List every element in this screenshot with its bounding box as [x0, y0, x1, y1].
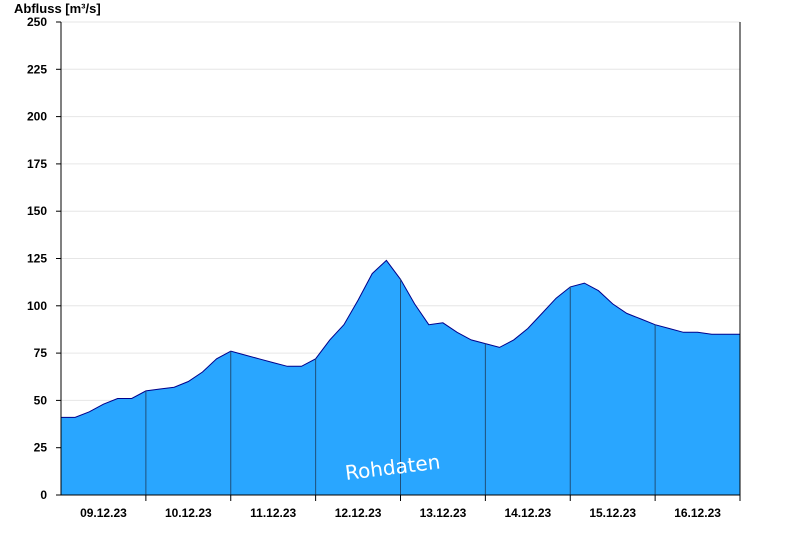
y-tick-label: 50 — [34, 393, 48, 407]
x-tick-label: 12.12.23 — [335, 506, 382, 520]
x-tick-label: 15.12.23 — [589, 506, 636, 520]
x-tick-label: 11.12.23 — [250, 506, 296, 520]
y-tick-label: 225 — [27, 62, 47, 76]
y-tick-label: 175 — [27, 157, 47, 171]
y-tick-label: 75 — [34, 346, 48, 360]
discharge-line — [60, 259, 740, 418]
x-tick-label: 10.12.23 — [165, 506, 212, 520]
x-axis-ticks: 09.12.23 10.12.23 11.12.23 12.12.23 13.12.23… — [80, 495, 741, 520]
y-axis-ticks: 0 25 50 75 100 125 150 175 200 225 250 — [27, 15, 61, 502]
x-tick-label: 09.12.23 — [80, 506, 127, 520]
x-tick-label: 13.12.23 — [420, 506, 467, 520]
y-axis-title: Abfluss [m³/s] — [14, 1, 101, 16]
y-tick-label: 125 — [27, 252, 47, 266]
y-tick-label: 25 — [34, 441, 48, 455]
day-separators — [145, 279, 656, 495]
y-tick-label: 200 — [27, 110, 47, 124]
y-tick-label: 250 — [27, 15, 47, 29]
x-tick-label: 16.12.23 — [674, 506, 721, 520]
y-tick-label: 100 — [27, 299, 47, 313]
y-tick-label: 150 — [27, 204, 47, 218]
y-tick-label: 0 — [40, 488, 47, 502]
x-tick-label: 14.12.23 — [504, 506, 551, 520]
